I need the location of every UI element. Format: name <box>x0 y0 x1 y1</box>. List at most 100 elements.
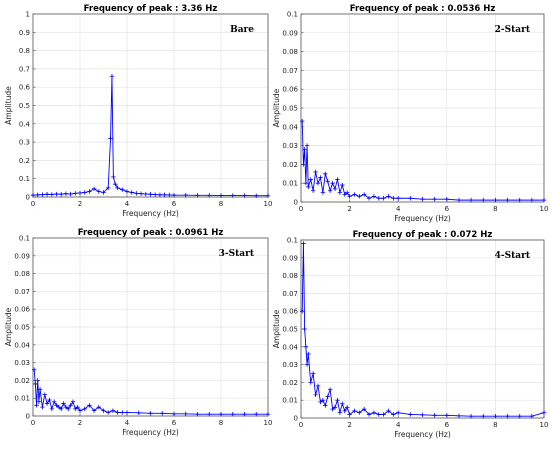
data-point <box>195 193 200 198</box>
x-tick-label: 10 <box>540 421 549 429</box>
data-point <box>342 408 347 414</box>
y-tick-label: 0.7 <box>19 65 30 73</box>
x-tick-label: 0 <box>31 200 35 208</box>
data-point <box>73 406 78 412</box>
y-axis-label: Amplitude <box>4 86 13 125</box>
y-tick-label: 0.1 <box>287 237 298 245</box>
data-point <box>493 197 498 203</box>
data-point <box>113 181 118 187</box>
y-tick-label: 0.09 <box>282 254 298 262</box>
data-point <box>313 169 318 175</box>
data-point <box>148 192 153 197</box>
data-point <box>337 190 343 195</box>
data-point <box>242 193 247 198</box>
data-point <box>432 413 437 418</box>
data-point <box>344 405 350 410</box>
data-point <box>87 189 92 194</box>
data-point <box>327 188 333 193</box>
data-point <box>73 191 78 196</box>
x-axis-label: Frequency (Hz) <box>394 430 451 439</box>
data-point <box>91 408 97 413</box>
data-point <box>82 190 87 195</box>
data-point <box>376 412 381 417</box>
data-point <box>101 190 106 195</box>
data-point <box>361 192 367 197</box>
y-tick-label: 0.5 <box>19 102 30 110</box>
y-tick-label: 0.04 <box>282 343 298 351</box>
data-point <box>444 196 449 202</box>
y-tick-label: 0.08 <box>282 272 298 280</box>
data-point <box>315 383 321 389</box>
data-point <box>301 162 306 167</box>
data-point <box>357 194 362 199</box>
data-point <box>481 414 486 419</box>
axes-frame <box>300 239 545 419</box>
data-point <box>541 410 547 415</box>
chart-panel-4: 0 2 4 6 8 10 0 0.01 0.02 0.03 0.04 0.05 0.06 0.07 0.08… <box>272 230 548 439</box>
data-point <box>171 411 177 417</box>
data-point <box>230 412 235 417</box>
x-tick-label: 6 <box>445 421 450 429</box>
y-tick-label: 0.09 <box>282 29 298 37</box>
data-point <box>110 408 116 413</box>
y-tick-label: 0.02 <box>282 379 298 387</box>
data-point <box>371 194 377 199</box>
x-tick-label: 6 <box>172 200 177 208</box>
data-point <box>59 406 64 412</box>
data-point <box>408 412 413 417</box>
data-point <box>347 412 352 417</box>
data-point <box>541 197 547 203</box>
data-point <box>61 401 66 406</box>
x-tick-label: 4 <box>396 421 401 429</box>
data-point <box>33 381 38 387</box>
data-point <box>306 351 311 357</box>
data-point <box>148 411 153 416</box>
chart-panel-1: 0 2 4 6 8 10 0 0.1 0.2 0.3 0.4 0.5 0.6 0.7 0.8 0.9 1 Freq… <box>4 4 272 218</box>
data-point <box>347 194 352 199</box>
data-point <box>124 410 130 415</box>
y-tick-label: 0.4 <box>19 120 31 128</box>
y-tick-label: 0.05 <box>282 326 298 334</box>
axes-frame <box>32 13 269 198</box>
data-point <box>35 192 40 198</box>
data-point <box>361 406 367 412</box>
data-point <box>265 412 271 417</box>
data-point <box>391 196 396 201</box>
y-tick-label: 1 <box>26 11 30 19</box>
data-point <box>124 189 130 194</box>
data-point <box>320 190 326 195</box>
data-point <box>310 188 316 193</box>
data-point <box>335 398 340 403</box>
data-point <box>332 405 338 410</box>
data-point <box>101 408 106 413</box>
data-point <box>456 413 462 419</box>
data-point <box>91 186 97 191</box>
data-point <box>304 143 310 148</box>
y-tick-label: 0.06 <box>14 306 30 314</box>
data-point <box>37 387 43 392</box>
data-point <box>44 192 50 197</box>
data-point <box>136 410 141 415</box>
data-point <box>330 406 335 412</box>
data-point <box>320 398 326 403</box>
data-point <box>325 179 330 184</box>
data-point <box>183 411 188 417</box>
data-point <box>420 196 425 202</box>
data-point <box>40 404 45 410</box>
chart-annotation: 2-Start <box>495 25 531 35</box>
data-point <box>327 387 333 392</box>
data-point <box>300 309 305 314</box>
data-point <box>344 190 350 195</box>
data-point <box>352 192 357 197</box>
y-tick-label: 0.1 <box>19 175 30 183</box>
data-point <box>313 392 318 398</box>
data-point <box>82 406 87 412</box>
data-point <box>77 190 83 196</box>
data-point <box>51 399 57 404</box>
data-point <box>302 147 307 152</box>
data-point <box>96 189 101 194</box>
data-point <box>63 191 69 196</box>
data-point <box>315 181 321 186</box>
data-point <box>68 191 73 197</box>
data-point <box>49 192 54 197</box>
